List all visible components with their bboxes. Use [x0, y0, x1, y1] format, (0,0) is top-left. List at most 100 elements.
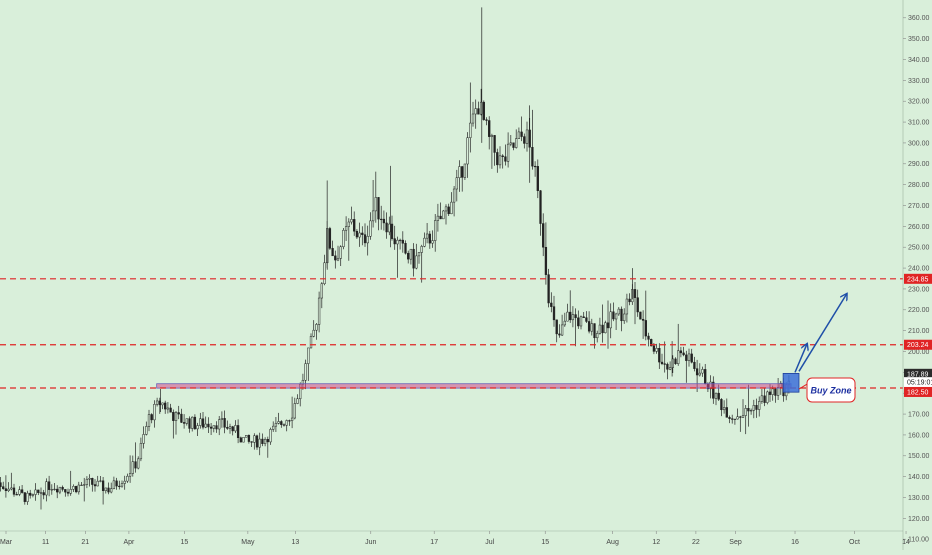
candle	[215, 421, 218, 433]
candle	[760, 389, 764, 404]
candle	[123, 475, 126, 490]
candle	[547, 268, 550, 308]
candle	[226, 420, 229, 430]
candle	[555, 319, 558, 343]
candle	[131, 455, 134, 477]
candle	[606, 300, 610, 349]
candle	[0, 476, 2, 492]
candle	[463, 163, 467, 181]
candle	[377, 197, 380, 231]
candle	[417, 252, 421, 264]
candle	[520, 116, 523, 142]
candle	[220, 411, 224, 428]
candle	[474, 99, 477, 129]
y-tick-label: 250.00	[908, 245, 930, 252]
candle	[196, 422, 199, 436]
y-tick-label: 110.00	[908, 537, 929, 544]
candle	[577, 310, 580, 329]
candle	[342, 227, 345, 250]
candle	[666, 362, 669, 380]
candle	[515, 129, 518, 149]
candle	[4, 475, 8, 498]
candle	[99, 475, 102, 483]
candle	[339, 245, 342, 267]
candle	[447, 203, 450, 216]
y-tick-label: 140.00	[908, 474, 930, 481]
x-tick-label: 15	[541, 539, 549, 546]
candle	[150, 413, 153, 424]
candle	[477, 101, 480, 115]
candle	[72, 484, 75, 492]
candle	[458, 160, 461, 192]
candle	[96, 475, 99, 487]
candle	[415, 243, 418, 270]
candle	[358, 222, 361, 247]
x-tick-label: Sep	[729, 539, 742, 546]
candle	[398, 238, 402, 250]
svg-text:234.85: 234.85	[907, 276, 929, 283]
candle	[107, 482, 110, 495]
candle	[334, 250, 337, 269]
candle	[623, 308, 626, 324]
x-tick-label: Aug	[606, 539, 619, 546]
candle	[23, 492, 26, 505]
y-tick-label: 160.00	[908, 432, 930, 439]
candle	[50, 484, 53, 495]
candle	[641, 310, 645, 339]
candle	[682, 346, 685, 357]
candle	[660, 353, 664, 366]
candle	[296, 394, 299, 405]
candle	[560, 314, 564, 337]
candle	[431, 230, 434, 248]
candle	[385, 212, 388, 239]
candle	[285, 419, 288, 432]
candle	[587, 311, 591, 334]
candle	[752, 399, 755, 419]
candle	[207, 417, 210, 434]
candle	[66, 488, 70, 497]
time-axis[interactable]: Mar 11 21 Apr 15 May 13 Jun 17 Jul 15 Aug 12 22 Sep 16 O…	[0, 531, 910, 546]
candle	[498, 146, 502, 169]
candle	[614, 312, 618, 331]
short-arrow[interactable]	[794, 344, 807, 373]
annotations-layer: Buy Zone	[782, 294, 856, 403]
candle	[450, 192, 453, 215]
candle	[77, 481, 80, 495]
candle	[758, 396, 761, 417]
candle	[733, 418, 737, 425]
candle	[471, 101, 475, 127]
buy-zone-callout[interactable]	[806, 377, 856, 403]
candle	[598, 317, 602, 335]
candle	[425, 223, 429, 244]
candle	[128, 455, 132, 483]
candle	[509, 135, 512, 147]
candle	[504, 144, 507, 166]
candle	[236, 419, 240, 444]
support-badge: 182.50	[904, 386, 932, 397]
candle	[253, 433, 256, 450]
candle	[101, 476, 105, 505]
candle	[685, 350, 688, 383]
candle	[53, 483, 56, 491]
candle	[596, 330, 599, 343]
long-arrow[interactable]	[798, 294, 847, 372]
candle	[412, 243, 415, 277]
candle	[741, 399, 745, 418]
price-axis[interactable]: 100.00110.00120.00130.00140.00150.00160.…	[903, 0, 930, 550]
candle	[228, 423, 232, 434]
candle	[636, 289, 639, 317]
candle	[47, 475, 51, 497]
candle	[442, 209, 445, 220]
candle	[88, 474, 91, 487]
buy-box[interactable]	[782, 372, 800, 393]
candle	[145, 421, 148, 436]
y-tick-label: 170.00	[908, 411, 930, 418]
y-tick-label: 230.00	[908, 286, 930, 293]
candle	[288, 419, 291, 426]
candle	[120, 480, 124, 488]
x-tick-label: 21	[81, 539, 89, 546]
y-tick-label: 260.00	[908, 224, 930, 231]
candle	[20, 484, 24, 494]
candle	[61, 485, 64, 492]
